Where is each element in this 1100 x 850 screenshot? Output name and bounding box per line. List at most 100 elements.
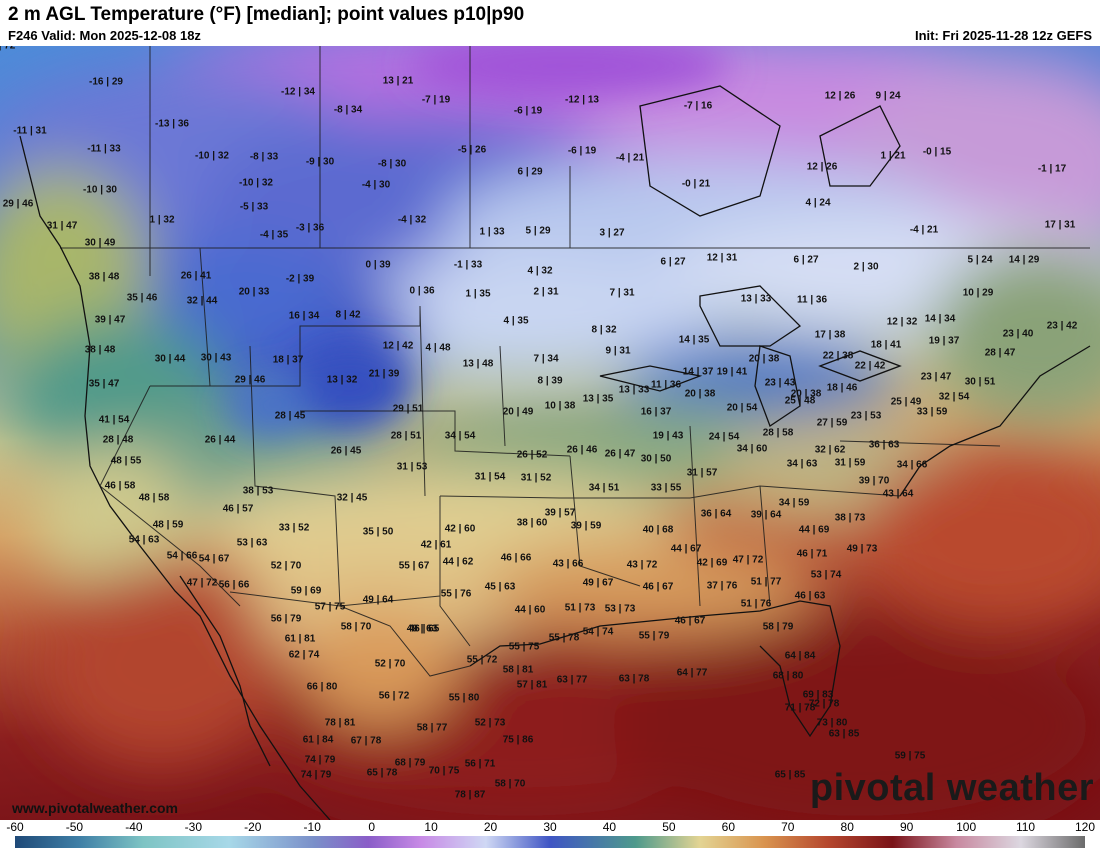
point-value-label: 54 | 66 [166,550,198,562]
point-value-label: -0 | 15 [922,146,952,158]
point-value-label: 5 | 24 [967,254,993,266]
temperature-map[interactable]: -16 | 29 13 | 21 -12 | 34 -7 | 19 -8 | 34 -12… [0,46,1100,820]
temperature-field [0,46,1100,820]
point-value-label: 51 | 76 [740,598,772,610]
point-value-label: 47 | 72 [732,554,764,566]
legend-colorbar [15,836,1085,848]
point-value-label: 20 | 49 [502,406,534,418]
legend-tick-label: 80 [840,820,854,834]
point-value-label: -8 | 33 [249,151,279,163]
point-value-label: 20 | 38 [684,388,716,400]
point-value-label: 31 | 52 [520,472,552,484]
legend-tick-label: 20 [483,820,498,834]
point-value-label: 78 | 81 [324,717,356,729]
point-value-label: 53 | 74 [810,569,842,581]
point-value-label: 13 | 48 [462,358,494,370]
point-value-label: 10 | 29 [962,287,994,299]
point-value-label: 58 | 81 [502,664,534,676]
point-value-label: 32 | 44 [186,295,218,307]
point-value-label: 55 | 79 [638,630,670,642]
point-value-label: 53 | 63 [236,537,268,549]
point-value-label: 46 | 67 [674,615,706,627]
point-value-label: -12 | 34 [281,86,315,98]
point-value-label: 18 | 41 [870,339,902,351]
point-value-label: -4 | 35 [259,229,289,241]
point-value-label: 13 | 21 [382,75,414,87]
point-value-label: 33 | 55 [650,482,682,494]
header: 2 m AGL Temperature (°F) [median]; point… [0,0,1100,46]
legend-tick-label: -20 [244,820,262,834]
point-value-label: 3 | 27 [599,227,625,239]
point-value-label: 1 | 21 [880,150,906,162]
point-value-label: 38 | 73 [834,512,866,524]
point-value-label: 54 | 67 [198,553,230,565]
point-value-label: 28 | 51 [390,430,422,442]
point-value-label: 34 | 63 [786,458,818,470]
valid-time: F246 Valid: Mon 2025-12-08 18z [8,28,201,43]
point-value-label: 43 | 72 [626,559,658,571]
point-value-label: 9 | 24 [875,90,901,102]
legend-tick-label: 30 [543,820,557,834]
point-value-label: 28 | 58 [762,427,794,439]
point-value-label: 70 | 75 [428,765,460,777]
point-value-label: 29 | 51 [392,403,424,415]
point-value-label: 30 | 49 [84,237,116,249]
point-value-label: 75 | 86 [502,734,534,746]
legend-tick-label: 60 [721,820,736,834]
point-value-label: 36 | 64 [700,508,732,520]
point-value-label: 28 | 48 [102,434,134,446]
point-value-label: 36 | 63 [868,439,900,451]
point-value-label: 55 | 80 [448,692,480,704]
point-value-label: 14 | 29 [1008,254,1040,266]
point-value-label: 13 | 32 [326,374,358,386]
point-value-label: 33 | 59 [916,406,948,418]
point-value-label: 58 | 70 [494,778,526,790]
point-value-label: -9 | 30 [305,156,335,168]
point-value-label: 37 | 76 [706,580,738,592]
point-value-label: 13 | 35 [582,393,614,405]
point-value-label: 45 | 63 [484,581,516,593]
point-value-label: 46 | 66 [500,552,532,564]
point-value-label: 25 | 48 [784,395,816,407]
point-value-label: 17 | 31 [1044,219,1076,231]
point-value-label: 46 | 58 [104,480,136,492]
point-value-label: 34 | 51 [588,482,620,494]
legend-tick-label: 0 [368,820,375,834]
point-value-label: 65 | 78 [366,767,398,779]
point-value-label: 31 | 47 [46,220,78,232]
point-value-label: 30 | 44 [154,353,186,365]
point-value-label: 20 | 38 [790,388,822,400]
legend-tick-label: -10 [303,820,321,834]
coastline [19,85,1091,820]
point-value-label: 14 | 37 [682,366,714,378]
point-value-label: 0 | 39 [365,259,391,271]
point-value-label: -8 | 30 [377,158,407,170]
point-value-label: 16 | 34 [288,310,320,322]
point-value-label: -6 | 19 [513,105,543,117]
point-value-label: -16 | 29 [89,76,123,88]
point-value-label: 61 | 84 [302,734,334,746]
point-value-label: 63 | 78 [618,673,650,685]
point-value-label: -10 | 32 [195,150,229,162]
point-value-label: 4 | 35 [503,315,529,327]
point-value-label: 10 | 38 [544,400,576,412]
legend-tick-label: 110 [1015,820,1036,834]
point-value-label: 52 | 73 [474,717,506,729]
point-value-label: 68 | 80 [772,670,804,682]
point-value-label: 59 | 69 [290,585,322,597]
point-value-label: 20 | 38 [748,353,780,365]
point-value-label: 44 | 62 [442,556,474,568]
point-value-label: 22 | 38 [822,350,854,362]
legend-tick-label: 70 [781,820,795,834]
point-value-label: 14 | 35 [678,334,710,346]
point-value-label: -4 | 32 [397,214,427,226]
point-value-label: 52 | 70 [270,560,302,572]
legend-tick-label: 100 [956,820,977,834]
site-url[interactable]: www.pivotalweather.com [12,800,178,816]
point-value-label: 8 | 32 [591,324,617,336]
point-value-label: 49 | 63 [406,623,438,635]
point-value-label: -0 | 21 [681,178,711,190]
point-value-label: 6 | 27 [793,254,819,266]
point-value-label: 26 | 47 [604,448,636,460]
point-value-label: -11 | 31 [13,125,47,137]
